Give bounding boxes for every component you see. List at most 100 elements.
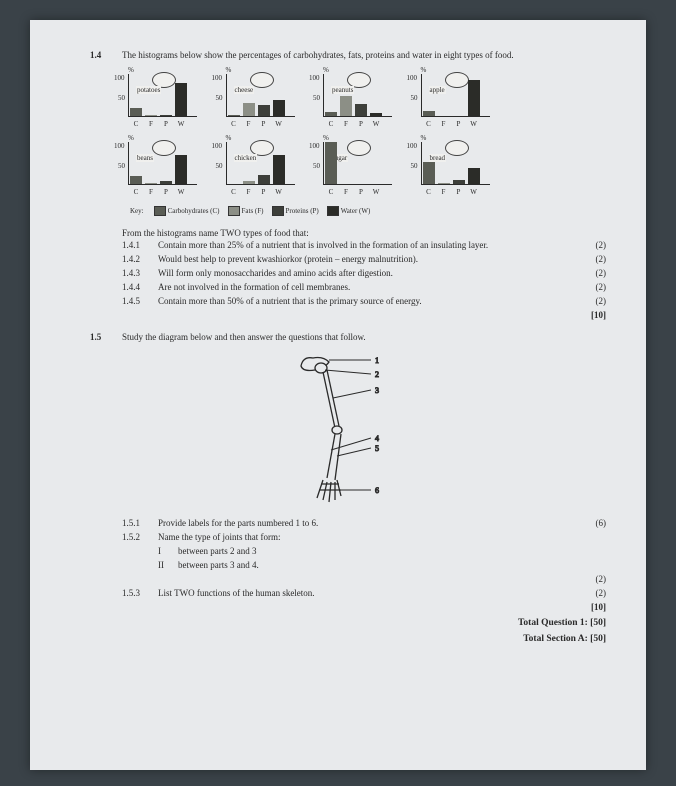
- bar-F: [340, 96, 352, 116]
- sub-question: 1.5.3List TWO functions of the human ske…: [122, 588, 606, 598]
- sub-text: List TWO functions of the human skeleton…: [158, 588, 576, 598]
- exam-page: 1.4 The histograms below show the percen…: [30, 20, 646, 770]
- sub-question: 1.4.4Are not involved in the formation o…: [122, 282, 606, 292]
- histogram-bread: %10050breadCFPW: [403, 136, 491, 198]
- bar-W: [175, 83, 187, 116]
- roman-numeral: I: [158, 546, 178, 556]
- q15-subtotal-row: [10]: [90, 602, 606, 612]
- total-q1: Total Question 1: [50]: [90, 618, 606, 628]
- sub-text: Would best help to prevent kwashiorkor (…: [158, 254, 576, 264]
- histogram-chicken: %10050chickenCFPW: [208, 136, 296, 198]
- roman-row: IIbetween parts 3 and 4.: [122, 560, 606, 570]
- sub-question: 1.4.1Contain more than 25% of a nutrient…: [122, 240, 606, 250]
- total-section-a: Total Section A: [50]: [90, 634, 606, 644]
- q14-row: 1.4 The histograms below show the percen…: [90, 50, 606, 60]
- q14-number: 1.4: [90, 50, 122, 60]
- roman-numeral: II: [158, 560, 178, 570]
- sub-number: 1.4.5: [122, 296, 158, 306]
- bar-P: [453, 180, 465, 184]
- bar-F: [438, 183, 450, 184]
- key-item: Proteins (P): [272, 207, 319, 215]
- diagram-label-3: 3: [375, 386, 379, 395]
- key-item: Carbohydrates (C): [154, 207, 220, 215]
- key-label: Key:: [130, 207, 144, 215]
- histogram-cheese: %10050cheeseCFPW: [208, 68, 296, 130]
- sub-marks: (2): [576, 282, 606, 292]
- roman-marks: (2): [576, 574, 606, 584]
- bar-P: [258, 105, 270, 116]
- key-swatch: [272, 206, 284, 216]
- bar-C: [325, 142, 337, 184]
- key-item: Fats (F): [228, 207, 264, 215]
- key-item: Water (W): [327, 207, 371, 215]
- q14-subtotal-row: [10]: [90, 310, 606, 320]
- sub-text: Name the type of joints that form:: [158, 532, 576, 542]
- sub-marks: (2): [576, 240, 606, 250]
- key-swatch: [228, 206, 240, 216]
- bar-C: [423, 162, 435, 184]
- diagram-label-2: 2: [375, 370, 379, 379]
- bar-F: [145, 183, 157, 184]
- histograms-grid: %10050potatoesCFPW%10050cheeseCFPW%10050…: [110, 68, 490, 198]
- diagram-label-4: 4: [375, 434, 379, 443]
- sub-number: 1.4.4: [122, 282, 158, 292]
- sub-number: 1.5.2: [122, 532, 158, 542]
- key-swatch: [327, 206, 339, 216]
- bar-C: [228, 115, 240, 116]
- sub-text: Provide labels for the parts numbered 1 …: [158, 518, 576, 528]
- sub-text: Will form only monosaccharides and amino…: [158, 268, 576, 278]
- q14-intro: The histograms below show the percentage…: [122, 50, 606, 60]
- sub-marks: (2): [576, 296, 606, 306]
- bar-W: [468, 168, 480, 184]
- histogram-sugar: %10050sugarCFPW: [305, 136, 393, 198]
- sub-question: 1.4.5Contain more than 50% of a nutrient…: [122, 296, 606, 306]
- sub-marks: (2): [576, 268, 606, 278]
- bar-F: [243, 103, 255, 116]
- sub-marks: (2): [576, 254, 606, 264]
- sub-marks: (2): [576, 588, 606, 598]
- bar-F: [243, 181, 255, 184]
- diagram-label-5: 5: [375, 444, 379, 453]
- bar-W: [468, 80, 480, 116]
- bar-C: [325, 112, 337, 116]
- sub-number: 1.5.1: [122, 518, 158, 528]
- sub-number: 1.4.3: [122, 268, 158, 278]
- sub-number: 1.4.2: [122, 254, 158, 264]
- histogram-peanuts: %10050peanutsCFPW: [305, 68, 393, 130]
- sub-marks: [576, 532, 606, 542]
- bar-W: [370, 113, 382, 116]
- histogram-potatoes: %10050potatoesCFPW: [110, 68, 198, 130]
- q14-subtotal: [10]: [576, 310, 606, 320]
- bar-C: [130, 176, 142, 184]
- arm-skeleton-diagram: 1 2 3 4 5 6: [283, 350, 413, 510]
- sub-text: Contain more than 25% of a nutrient that…: [158, 240, 576, 250]
- bar-F: [145, 115, 157, 116]
- histogram-key: Key: Carbohydrates (C) Fats (F) Proteins (…: [130, 206, 606, 216]
- bar-P: [355, 104, 367, 116]
- q15-number: 1.5: [90, 332, 122, 342]
- histogram-beans: %10050beansCFPW: [110, 136, 198, 198]
- bar-P: [258, 175, 270, 184]
- q15-intro: Study the diagram below and then answer …: [122, 332, 606, 342]
- sub-number: 1.5.3: [122, 588, 158, 598]
- sub-text: Contain more than 50% of a nutrient that…: [158, 296, 576, 306]
- sub-question: 1.4.2Would best help to prevent kwashior…: [122, 254, 606, 264]
- histogram-apple: %10050appleCFPW: [403, 68, 491, 130]
- q15-row: 1.5 Study the diagram below and then ans…: [90, 332, 606, 342]
- sub-text: Are not involved in the formation of cel…: [158, 282, 576, 292]
- bar-W: [273, 100, 285, 116]
- diagram-label-1: 1: [375, 356, 379, 365]
- sub-number: 1.4.1: [122, 240, 158, 250]
- sub-question: 1.5.1Provide labels for the parts number…: [122, 518, 606, 528]
- bar-W: [273, 155, 285, 184]
- key-swatch: [154, 206, 166, 216]
- sub-marks: (6): [576, 518, 606, 528]
- sub-question: 1.4.3Will form only monosaccharides and …: [122, 268, 606, 278]
- bar-P: [160, 181, 172, 184]
- bar-P: [160, 115, 172, 116]
- bar-C: [130, 108, 142, 116]
- bar-W: [175, 155, 187, 184]
- q15-subtotal: [10]: [576, 602, 606, 612]
- roman-row: Ibetween parts 2 and 3: [122, 546, 606, 556]
- bar-C: [423, 111, 435, 116]
